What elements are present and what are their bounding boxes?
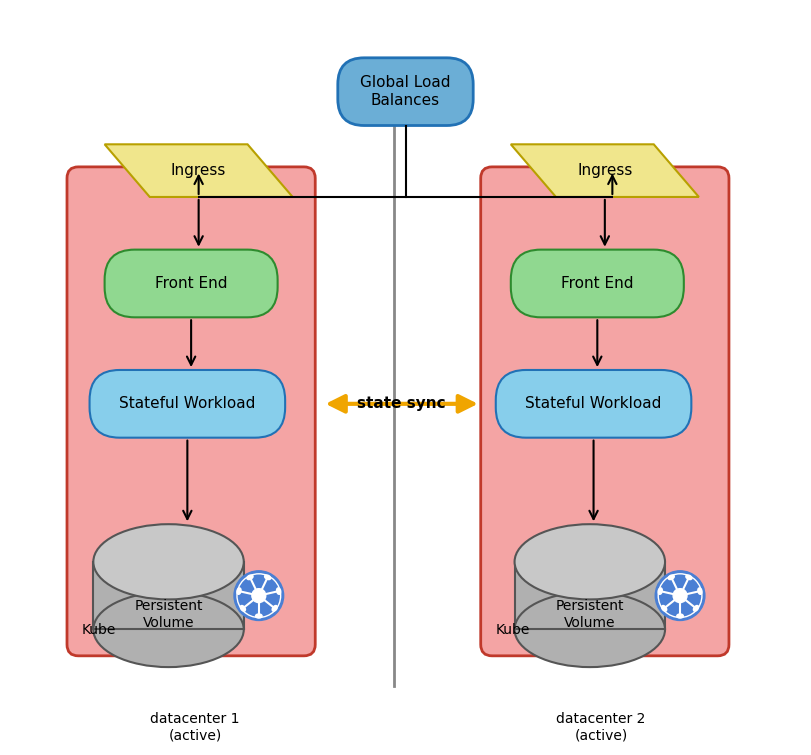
Ellipse shape <box>693 605 699 612</box>
Text: Front End: Front End <box>561 276 633 291</box>
Text: datacenter 1
(active): datacenter 1 (active) <box>150 712 239 742</box>
Ellipse shape <box>276 587 281 595</box>
Bar <box>514 562 665 630</box>
Text: Persistent
Volume: Persistent Volume <box>135 599 203 630</box>
Ellipse shape <box>93 592 244 667</box>
Text: Ingress: Ingress <box>171 163 226 178</box>
Circle shape <box>673 589 687 602</box>
Text: Global Load
Balances: Global Load Balances <box>360 76 451 108</box>
Ellipse shape <box>676 613 684 619</box>
Circle shape <box>234 571 284 621</box>
Text: Kube: Kube <box>496 623 530 637</box>
FancyBboxPatch shape <box>496 370 691 438</box>
Text: Persistent
Volume: Persistent Volume <box>556 599 624 630</box>
Ellipse shape <box>685 575 693 581</box>
Ellipse shape <box>514 592 665 667</box>
Ellipse shape <box>236 587 242 595</box>
Ellipse shape <box>255 613 263 619</box>
Ellipse shape <box>264 575 272 581</box>
Polygon shape <box>105 144 293 197</box>
Text: Stateful Workload: Stateful Workload <box>526 396 662 411</box>
Text: Front End: Front End <box>155 276 227 291</box>
Text: datacenter 2
(active): datacenter 2 (active) <box>556 712 646 742</box>
Polygon shape <box>511 144 699 197</box>
Ellipse shape <box>272 605 278 612</box>
Ellipse shape <box>697 587 702 595</box>
FancyBboxPatch shape <box>89 370 285 438</box>
Circle shape <box>655 571 705 621</box>
Ellipse shape <box>93 524 244 599</box>
Bar <box>93 562 244 630</box>
Ellipse shape <box>247 575 254 581</box>
FancyBboxPatch shape <box>338 58 473 125</box>
Ellipse shape <box>658 587 663 595</box>
Ellipse shape <box>661 605 667 612</box>
Ellipse shape <box>667 575 675 581</box>
Ellipse shape <box>239 605 247 612</box>
Text: Kube: Kube <box>82 623 117 637</box>
FancyBboxPatch shape <box>511 250 684 317</box>
Circle shape <box>252 589 266 602</box>
Text: state sync: state sync <box>358 396 446 411</box>
FancyBboxPatch shape <box>67 167 315 656</box>
Text: Ingress: Ingress <box>577 163 633 178</box>
Text: Stateful Workload: Stateful Workload <box>119 396 255 411</box>
Ellipse shape <box>514 524 665 599</box>
FancyBboxPatch shape <box>481 167 729 656</box>
FancyBboxPatch shape <box>105 250 277 317</box>
